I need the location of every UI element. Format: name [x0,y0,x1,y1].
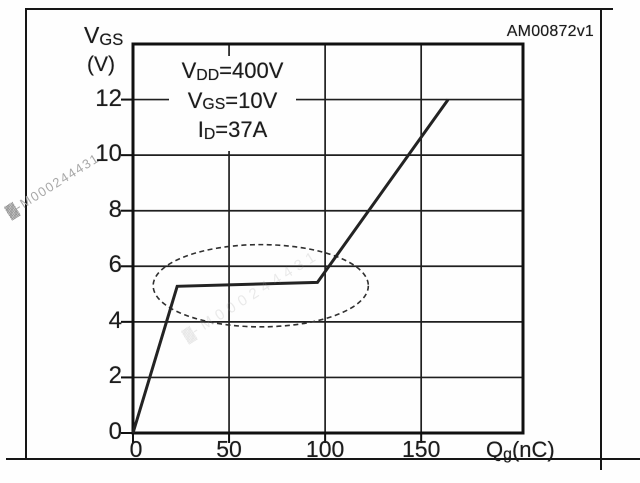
y-axis-title: VGS (V) [84,22,123,78]
outer-frame-right [600,8,602,470]
x-tick-label-0: 0 [129,436,143,462]
gate-charge-curve [131,98,450,434]
x-tick-label-100: 100 [305,436,345,462]
y-tick-label-12: 12 [95,84,122,112]
condition-vdd: VDD=400V [181,58,284,84]
condition-id: ID=37A [197,117,268,143]
y-tick-label-10: 10 [95,140,122,168]
y-tick-label-2: 2 [108,362,122,390]
plot-border [131,42,525,435]
y-tick-label-0: 0 [108,417,122,445]
condition-vgs: VGS=10V [187,87,278,114]
x-axis-symbol: Q [486,437,504,462]
y-tick-label-4: 4 [108,306,122,334]
outer-frame-left [25,8,27,460]
y-axis-unit: (V) [87,53,115,76]
y-axis-symbol: V [84,22,100,48]
x-axis-unit: (nC) [511,437,555,462]
doc-id-label: AM00872v1 [506,23,594,40]
test-conditions: VDD=400V VGS=10V ID=37A [169,56,296,151]
y-axis-subscript: GS [99,29,124,49]
x-tick-label-150: 150 [401,436,441,462]
x-tick-label-50: 50 [216,436,242,462]
y-tick-label-6: 6 [108,251,122,279]
outer-frame-top [25,8,613,10]
plateau-highlight-ellipse [152,243,370,328]
outer-frame-bottom [6,458,640,460]
y-tick-label-8: 8 [108,195,122,223]
x-axis-subscript: g [503,445,512,463]
x-axis-title: Qg(nC) [486,437,555,463]
